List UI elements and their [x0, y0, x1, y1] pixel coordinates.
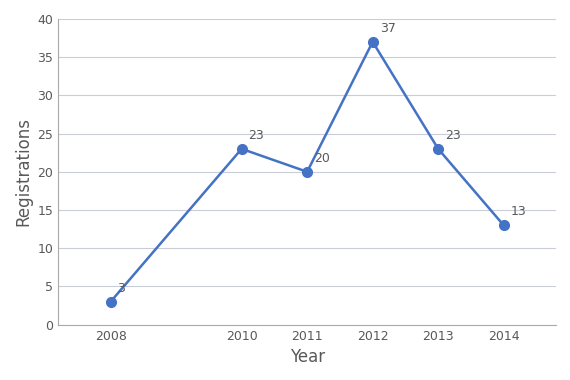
Y-axis label: Registrations: Registrations [14, 117, 32, 226]
Text: 13: 13 [511, 205, 526, 218]
X-axis label: Year: Year [290, 348, 325, 366]
Text: 3: 3 [117, 282, 125, 295]
Text: 23: 23 [249, 129, 264, 142]
Text: 23: 23 [445, 129, 461, 142]
Text: 20: 20 [314, 152, 330, 165]
Text: 37: 37 [380, 22, 396, 35]
